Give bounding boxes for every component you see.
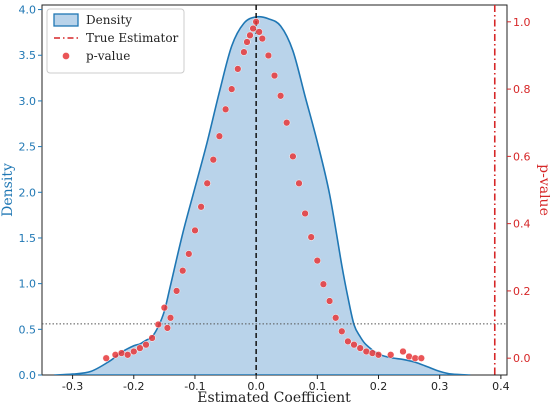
p-value-point <box>405 352 413 361</box>
p-value-point <box>142 341 150 349</box>
p-value-point <box>234 65 242 73</box>
p-value-point <box>191 226 199 235</box>
p-value-point <box>368 349 377 357</box>
left-y-tick-label: 2.5 <box>19 141 37 154</box>
left-y-tick-label: 3.0 <box>19 95 37 108</box>
p-value-point <box>154 320 162 329</box>
p-value-point <box>283 119 291 127</box>
p-value-point <box>319 280 328 288</box>
p-value-point <box>221 105 230 113</box>
p-value-point <box>325 297 334 305</box>
p-value-point <box>307 233 315 241</box>
legend-box <box>46 8 185 74</box>
x-tick-label: -0.2 <box>123 380 144 393</box>
right-y-tick-label: 0.6 <box>513 150 531 163</box>
p-value-point <box>185 250 193 258</box>
right-y-tick-label: 0.4 <box>513 218 531 231</box>
p-value-point <box>203 179 211 187</box>
p-value-point <box>179 267 187 275</box>
p-value-point <box>166 314 175 322</box>
p-value-point <box>362 347 370 356</box>
p-value-point <box>136 344 144 352</box>
p-value-point <box>411 354 419 362</box>
p-value-point <box>338 327 346 335</box>
p-value-point <box>301 209 309 218</box>
left-y-tick-label: 1.0 <box>19 278 37 291</box>
p-value-points <box>102 18 425 362</box>
x-tick-label: 0.3 <box>431 380 449 393</box>
p-value-point <box>240 48 248 56</box>
p-value-point <box>252 18 260 26</box>
p-value-point <box>197 203 205 211</box>
p-value-point <box>255 28 263 36</box>
legend-density-label: Density <box>86 13 132 27</box>
x-axis-ticks: -0.3 -0.2 -0.1 0.0 0.1 0.2 0.3 0.4 <box>62 375 510 393</box>
p-value-point <box>102 354 110 362</box>
p-value-point <box>350 341 358 349</box>
left-y-tick-label: 1.5 <box>19 232 37 245</box>
legend-pvalue-label: p-value <box>86 49 130 63</box>
x-tick-label: 0.1 <box>309 380 327 393</box>
left-y-tick-label: 3.5 <box>19 49 37 62</box>
p-value-point <box>246 31 254 39</box>
p-value-point <box>148 334 156 342</box>
legend: Density True Estimator p-value <box>46 8 185 74</box>
x-tick-label: -0.1 <box>184 380 205 393</box>
p-value-point <box>387 351 395 359</box>
p-value-point <box>124 351 132 359</box>
right-y-axis-label: p-value <box>536 164 550 216</box>
p-value-point <box>374 351 383 359</box>
p-value-point <box>163 324 172 332</box>
x-tick-label: 0.0 <box>247 380 265 393</box>
legend-density-swatch <box>53 13 79 27</box>
p-value-point <box>249 24 257 33</box>
right-y-tick-label: 0.8 <box>513 83 531 96</box>
p-value-point <box>344 337 352 346</box>
p-value-point <box>258 34 266 43</box>
right-y-axis-ticks: 0.0 0.2 0.4 0.6 0.8 1.0 <box>507 16 531 365</box>
p-value-point <box>243 38 251 46</box>
p-value-point <box>215 132 224 140</box>
p-value-point <box>313 256 321 265</box>
x-axis-label: Estimated Coefficient <box>197 390 351 406</box>
left-y-axis-label: Density <box>0 163 16 217</box>
p-value-point <box>276 92 285 100</box>
legend-estimator-label: True Estimator <box>86 31 179 45</box>
p-value-point <box>332 314 340 322</box>
p-value-point <box>295 179 303 187</box>
left-y-axis-ticks: 0.0 0.5 1.0 1.5 2.0 2.5 3.0 3.5 4.0 <box>19 4 42 382</box>
x-tick-label: 0.2 <box>370 380 388 393</box>
p-value-point <box>172 287 181 295</box>
left-y-tick-label: 4.0 <box>19 4 37 17</box>
legend-pvalue-marker <box>62 52 70 60</box>
p-value-point <box>289 152 297 161</box>
p-value-point <box>160 304 169 312</box>
left-y-tick-label: 0.5 <box>19 323 37 336</box>
p-value-point <box>111 351 120 359</box>
left-y-tick-label: 0.0 <box>19 369 37 382</box>
p-value-point <box>264 51 273 60</box>
p-value-point <box>399 347 407 356</box>
right-y-tick-label: 0.0 <box>513 352 531 365</box>
x-tick-label: 0.4 <box>492 380 510 393</box>
right-y-tick-label: 0.2 <box>513 285 531 298</box>
p-value-point <box>209 156 217 164</box>
left-y-tick-label: 2.0 <box>19 186 37 199</box>
x-tick-label: -0.3 <box>62 380 83 393</box>
p-value-point <box>417 354 425 362</box>
p-value-point <box>117 349 126 357</box>
right-y-tick-label: 1.0 <box>513 16 531 29</box>
p-value-point <box>270 71 279 80</box>
p-value-point <box>356 344 364 352</box>
p-value-point <box>228 85 236 93</box>
p-value-point <box>130 347 138 356</box>
